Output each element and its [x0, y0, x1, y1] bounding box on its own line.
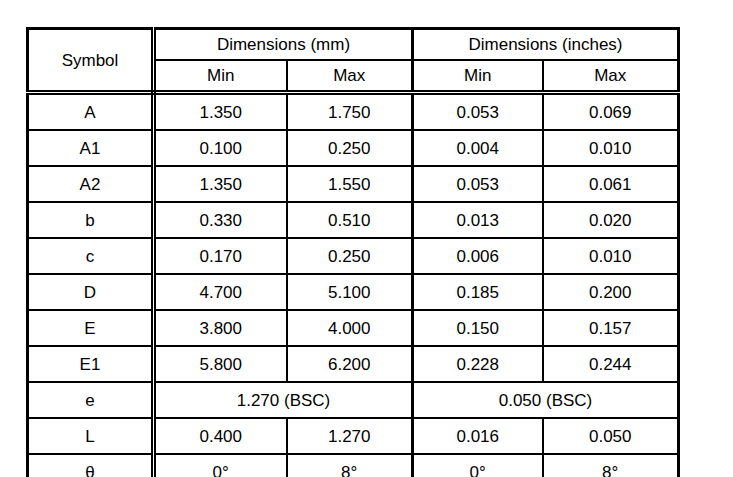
value-cell: 4.700	[154, 274, 287, 310]
value-cell: 1.550	[287, 166, 413, 202]
value-cell: 0.228	[413, 346, 543, 382]
group-header-inches: Dimensions (inches)	[413, 29, 679, 61]
value-cell: 0°	[413, 454, 543, 477]
value-cell: 0.053	[413, 166, 543, 202]
symbol-cell: E1	[28, 346, 154, 382]
symbol-cell: L	[28, 418, 154, 454]
symbol-cell: c	[28, 238, 154, 274]
value-cell-merged-mm: 1.270 (BSC)	[154, 382, 413, 418]
value-cell: 8°	[543, 454, 679, 477]
table-row-A1: A1 0.100 0.250 0.004 0.010	[28, 130, 679, 166]
dimensions-table: Symbol Dimensions (mm) Dimensions (inche…	[26, 27, 680, 477]
table-row-theta: θ 0° 8° 0° 8°	[28, 454, 679, 477]
value-cell: 0.170	[154, 238, 287, 274]
value-cell: 0.250	[287, 238, 413, 274]
value-cell: 0.510	[287, 202, 413, 238]
subheader-mm-max: Max	[287, 60, 413, 93]
value-cell: 5.100	[287, 274, 413, 310]
value-cell: 0.157	[543, 310, 679, 346]
value-cell: 0.244	[543, 346, 679, 382]
value-cell: 0.013	[413, 202, 543, 238]
value-cell: 0.200	[543, 274, 679, 310]
value-cell: 0.150	[413, 310, 543, 346]
symbol-cell: e	[28, 382, 154, 418]
table-row-L: L 0.400 1.270 0.016 0.050	[28, 418, 679, 454]
value-cell: 1.750	[287, 93, 413, 131]
symbol-cell: A1	[28, 130, 154, 166]
table-row-e: e 1.270 (BSC) 0.050 (BSC)	[28, 382, 679, 418]
symbol-cell: b	[28, 202, 154, 238]
value-cell: 8°	[287, 454, 413, 477]
value-cell: 0°	[154, 454, 287, 477]
value-cell: 0.004	[413, 130, 543, 166]
value-cell: 6.200	[287, 346, 413, 382]
table-row-A2: A2 1.350 1.550 0.053 0.061	[28, 166, 679, 202]
table-row-E: E 3.800 4.000 0.150 0.157	[28, 310, 679, 346]
symbol-cell: A	[28, 93, 154, 131]
page-background: Symbol Dimensions (mm) Dimensions (inche…	[0, 0, 733, 477]
value-cell: 0.330	[154, 202, 287, 238]
value-cell: 0.010	[543, 130, 679, 166]
value-cell: 0.069	[543, 93, 679, 131]
value-cell: 0.185	[413, 274, 543, 310]
value-cell: 0.061	[543, 166, 679, 202]
value-cell: 0.010	[543, 238, 679, 274]
value-cell: 0.006	[413, 238, 543, 274]
value-cell: 0.400	[154, 418, 287, 454]
symbol-header-cell: Symbol	[28, 29, 154, 93]
subheader-in-min: Min	[413, 60, 543, 93]
group-header-mm: Dimensions (mm)	[154, 29, 413, 61]
table-row-E1: E1 5.800 6.200 0.228 0.244	[28, 346, 679, 382]
table-row-b: b 0.330 0.510 0.013 0.020	[28, 202, 679, 238]
value-cell: 0.250	[287, 130, 413, 166]
symbol-cell: A2	[28, 166, 154, 202]
value-cell: 1.350	[154, 93, 287, 131]
table-row-A: A 1.350 1.750 0.053 0.069	[28, 93, 679, 131]
value-cell: 0.016	[413, 418, 543, 454]
value-cell: 0.053	[413, 93, 543, 131]
table-row-D: D 4.700 5.100 0.185 0.200	[28, 274, 679, 310]
table-row-c: c 0.170 0.250 0.006 0.010	[28, 238, 679, 274]
value-cell: 5.800	[154, 346, 287, 382]
value-cell: 4.000	[287, 310, 413, 346]
value-cell-merged-inches: 0.050 (BSC)	[413, 382, 679, 418]
symbol-cell: D	[28, 274, 154, 310]
value-cell: 1.350	[154, 166, 287, 202]
value-cell: 3.800	[154, 310, 287, 346]
subheader-in-max: Max	[543, 60, 679, 93]
value-cell: 1.270	[287, 418, 413, 454]
symbol-cell: E	[28, 310, 154, 346]
value-cell: 0.020	[543, 202, 679, 238]
header-row-groups: Symbol Dimensions (mm) Dimensions (inche…	[28, 29, 679, 61]
symbol-cell: θ	[28, 454, 154, 477]
value-cell: 0.100	[154, 130, 287, 166]
value-cell: 0.050	[543, 418, 679, 454]
subheader-mm-min: Min	[154, 60, 287, 93]
